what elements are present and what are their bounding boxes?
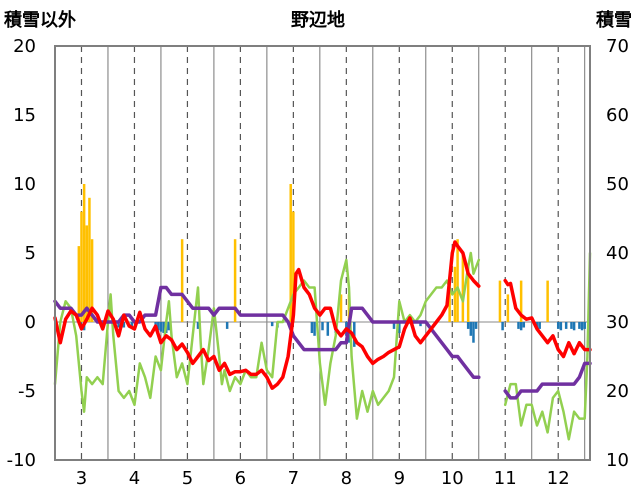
bar-blue xyxy=(580,322,584,331)
bar-blue xyxy=(162,322,165,334)
bar-blue xyxy=(578,322,581,329)
bar-blue xyxy=(517,322,520,329)
x-tick-label: 11 xyxy=(494,468,517,489)
right-tick-label: 10 xyxy=(606,450,629,471)
bar-blue xyxy=(559,322,563,331)
right-axis-ticks: 70 60 50 40 30 20 10 xyxy=(606,36,629,471)
x-tick-label: 12 xyxy=(547,468,570,489)
bar-orange xyxy=(77,246,81,322)
bar-blue xyxy=(564,322,568,329)
left-axis-title: 積雪以外 xyxy=(3,9,76,31)
bar-orange xyxy=(80,211,83,322)
bar-blue xyxy=(196,322,200,329)
bar-blue xyxy=(472,322,475,343)
bar-orange xyxy=(546,280,549,322)
bar-orange xyxy=(85,225,89,322)
bar-blue xyxy=(117,322,120,328)
left-tick-label: 20 xyxy=(13,36,36,57)
right-tick-label: 40 xyxy=(606,243,629,264)
right-tick-label: 70 xyxy=(606,36,629,57)
bar-blue xyxy=(519,322,523,331)
x-tick-label: 8 xyxy=(341,468,352,489)
bar-blue xyxy=(270,322,274,327)
bar-orange xyxy=(233,239,237,322)
right-tick-label: 30 xyxy=(606,312,629,333)
bar-blue xyxy=(535,322,539,328)
bar-blue xyxy=(159,322,163,332)
bars xyxy=(77,184,586,347)
bar-blue xyxy=(130,322,134,327)
bar-orange xyxy=(448,280,451,322)
bar-blue xyxy=(501,322,504,331)
bar-orange xyxy=(339,294,343,322)
right-axis-title: 積雪 xyxy=(595,9,632,31)
left-tick-label: 0 xyxy=(25,312,36,333)
bar-blue xyxy=(310,322,314,334)
bar-orange xyxy=(456,239,459,322)
bar-orange xyxy=(289,184,292,322)
x-tick-label: 6 xyxy=(235,468,246,489)
bar-blue xyxy=(556,322,560,329)
bar-blue xyxy=(538,322,541,329)
x-tick-label: 5 xyxy=(182,468,193,489)
bar-orange xyxy=(498,280,502,322)
right-tick-label: 20 xyxy=(606,381,629,402)
bar-blue xyxy=(419,322,422,327)
bar-blue xyxy=(392,322,396,329)
bar-blue xyxy=(469,322,473,336)
x-tick-label: 3 xyxy=(76,468,87,489)
series-lines xyxy=(53,240,592,441)
bar-blue xyxy=(474,322,478,329)
bar-blue xyxy=(466,322,470,329)
left-axis-ticks: 20 15 10 5 0 -5 -10 xyxy=(7,36,36,471)
bar-blue xyxy=(398,322,401,334)
bar-blue xyxy=(326,322,330,336)
right-tick-label: 50 xyxy=(606,174,629,195)
left-tick-label: -10 xyxy=(7,450,36,471)
bar-blue xyxy=(583,322,586,329)
bar-blue xyxy=(321,322,324,331)
x-tick-label: 10 xyxy=(441,468,464,489)
x-tick-label: 7 xyxy=(288,468,299,489)
bar-orange xyxy=(461,253,465,322)
bar-orange xyxy=(292,211,295,322)
left-tick-label: -5 xyxy=(18,381,36,402)
bar-orange xyxy=(519,280,523,322)
left-tick-label: 10 xyxy=(13,174,36,195)
bar-orange xyxy=(180,239,184,322)
chart-title: 野辺地 xyxy=(291,9,345,31)
bar-orange xyxy=(82,184,86,322)
bar-blue xyxy=(225,322,229,329)
left-tick-label: 5 xyxy=(25,243,36,264)
series-line-green xyxy=(53,251,592,441)
bar-blue xyxy=(522,322,526,328)
x-tick-label: 9 xyxy=(394,468,405,489)
bar-orange xyxy=(453,266,457,322)
bar-blue xyxy=(122,322,126,328)
series-line-red xyxy=(53,240,592,390)
bar-orange xyxy=(506,294,510,322)
bar-orange xyxy=(466,266,470,322)
bar-blue xyxy=(157,322,160,331)
bar-blue xyxy=(167,322,171,331)
bar-blue xyxy=(570,322,573,329)
bar-orange xyxy=(90,239,94,322)
left-tick-label: 15 xyxy=(13,105,36,126)
bar-orange xyxy=(88,197,91,322)
bar-blue xyxy=(313,322,316,336)
right-tick-label: 60 xyxy=(606,105,629,126)
plot-frame xyxy=(54,45,591,461)
bar-blue xyxy=(572,322,576,331)
x-axis-ticks: 3 4 5 6 7 8 9 10 11 12 xyxy=(76,468,570,489)
x-tick-label: 4 xyxy=(129,468,140,489)
